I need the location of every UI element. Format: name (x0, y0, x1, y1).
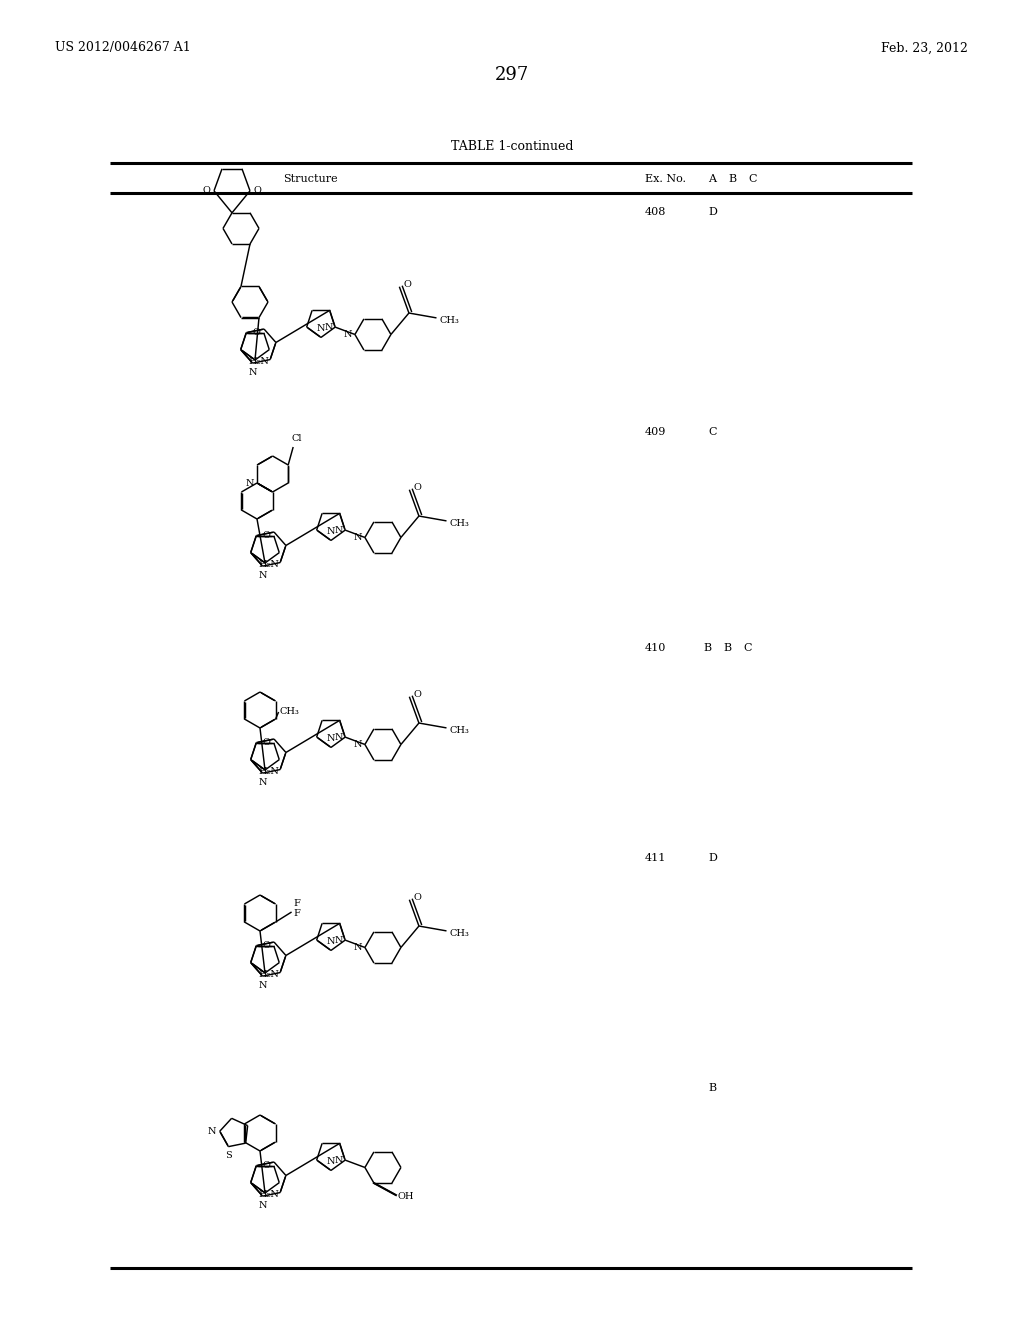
Text: B: B (728, 174, 736, 183)
Text: N: N (327, 937, 335, 946)
Text: CH₃: CH₃ (450, 929, 469, 939)
Text: C: C (708, 426, 717, 437)
Text: CH₃: CH₃ (439, 317, 460, 326)
Text: D: D (708, 207, 717, 216)
Text: N: N (316, 325, 326, 334)
Text: N: N (343, 330, 352, 339)
Text: N: N (249, 368, 257, 378)
Text: N: N (258, 572, 267, 579)
Text: O: O (263, 738, 270, 747)
Text: O: O (263, 941, 270, 950)
Text: CH₃: CH₃ (280, 706, 299, 715)
Text: F: F (294, 899, 300, 908)
Text: O: O (263, 532, 270, 540)
Text: O: O (414, 690, 421, 700)
Text: N: N (353, 942, 361, 952)
Text: OH: OH (398, 1192, 415, 1201)
Text: N: N (246, 479, 254, 487)
Text: N: N (353, 741, 361, 748)
Text: 297: 297 (495, 66, 529, 84)
Text: N: N (335, 525, 343, 535)
Text: 409: 409 (645, 426, 667, 437)
Text: Structure: Structure (283, 174, 337, 183)
Text: N: N (327, 734, 335, 743)
Text: H₂N: H₂N (248, 356, 269, 366)
Text: N: N (327, 528, 335, 536)
Text: N: N (335, 733, 343, 742)
Text: H₂N: H₂N (258, 1191, 280, 1199)
Text: Ex. No.: Ex. No. (645, 174, 686, 183)
Text: O: O (202, 186, 210, 195)
Text: C: C (743, 643, 752, 653)
Text: B: B (723, 643, 731, 653)
Text: TABLE 1-continued: TABLE 1-continued (451, 140, 573, 153)
Text: H₂N: H₂N (258, 970, 280, 979)
Text: H₂N: H₂N (258, 767, 280, 776)
Text: S: S (225, 1151, 231, 1160)
Text: Cl: Cl (291, 434, 302, 444)
Text: N: N (325, 322, 333, 331)
Text: H₂N: H₂N (258, 560, 280, 569)
Text: 408: 408 (645, 207, 667, 216)
Text: N: N (258, 981, 267, 990)
Text: N: N (335, 936, 343, 945)
Text: N: N (207, 1127, 216, 1135)
Text: O: O (403, 280, 412, 289)
Text: C: C (748, 174, 757, 183)
Text: B: B (708, 1082, 716, 1093)
Text: Feb. 23, 2012: Feb. 23, 2012 (881, 41, 968, 54)
Text: O: O (414, 483, 421, 492)
Text: 411: 411 (645, 853, 667, 863)
Text: CH₃: CH₃ (450, 519, 469, 528)
Text: O: O (254, 186, 262, 195)
Text: D: D (708, 853, 717, 863)
Text: N: N (327, 1158, 335, 1167)
Text: 410: 410 (645, 643, 667, 653)
Text: N: N (258, 777, 267, 787)
Text: O: O (263, 1162, 270, 1171)
Text: N: N (353, 533, 361, 543)
Text: A: A (708, 174, 716, 183)
Text: F: F (294, 909, 300, 919)
Text: CH₃: CH₃ (450, 726, 469, 735)
Text: O: O (253, 329, 261, 338)
Text: B: B (703, 643, 711, 653)
Text: O: O (414, 894, 421, 903)
Text: N: N (258, 1201, 267, 1210)
Text: N: N (335, 1155, 343, 1164)
Text: US 2012/0046267 A1: US 2012/0046267 A1 (55, 41, 190, 54)
